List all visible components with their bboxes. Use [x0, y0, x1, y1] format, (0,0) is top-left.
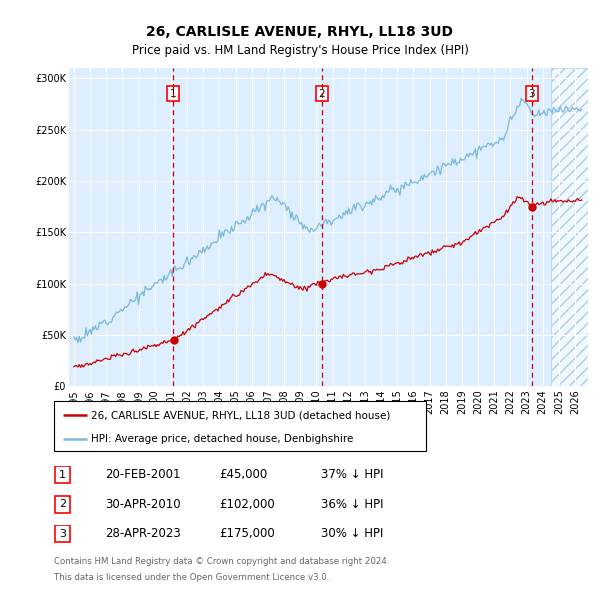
Text: HPI: Average price, detached house, Denbighshire: HPI: Average price, detached house, Denb…: [91, 434, 353, 444]
Text: £102,000: £102,000: [219, 498, 275, 511]
Text: 2: 2: [59, 500, 66, 509]
Text: £175,000: £175,000: [219, 527, 275, 540]
FancyBboxPatch shape: [54, 401, 426, 451]
Text: Price paid vs. HM Land Registry's House Price Index (HPI): Price paid vs. HM Land Registry's House …: [131, 44, 469, 57]
Text: 30% ↓ HPI: 30% ↓ HPI: [321, 527, 383, 540]
Text: 26, CARLISLE AVENUE, RHYL, LL18 3UD (detached house): 26, CARLISLE AVENUE, RHYL, LL18 3UD (det…: [91, 410, 391, 420]
FancyBboxPatch shape: [55, 467, 70, 483]
Text: 3: 3: [59, 529, 66, 539]
Text: 36% ↓ HPI: 36% ↓ HPI: [321, 498, 383, 511]
Text: 1: 1: [59, 470, 66, 480]
Text: 26, CARLISLE AVENUE, RHYL, LL18 3UD: 26, CARLISLE AVENUE, RHYL, LL18 3UD: [146, 25, 454, 40]
Text: Contains HM Land Registry data © Crown copyright and database right 2024.: Contains HM Land Registry data © Crown c…: [54, 557, 389, 566]
Text: This data is licensed under the Open Government Licence v3.0.: This data is licensed under the Open Gov…: [54, 572, 329, 582]
Text: 2: 2: [319, 88, 325, 99]
Bar: [551, 68, 588, 386]
Text: 20-FEB-2001: 20-FEB-2001: [105, 468, 181, 481]
Bar: [551, 68, 588, 386]
Text: 37% ↓ HPI: 37% ↓ HPI: [321, 468, 383, 481]
FancyBboxPatch shape: [55, 496, 70, 513]
Text: £45,000: £45,000: [219, 468, 267, 481]
Text: 28-APR-2023: 28-APR-2023: [105, 527, 181, 540]
Text: 3: 3: [529, 88, 535, 99]
Text: 1: 1: [170, 88, 176, 99]
FancyBboxPatch shape: [55, 526, 70, 542]
Text: 30-APR-2010: 30-APR-2010: [105, 498, 181, 511]
